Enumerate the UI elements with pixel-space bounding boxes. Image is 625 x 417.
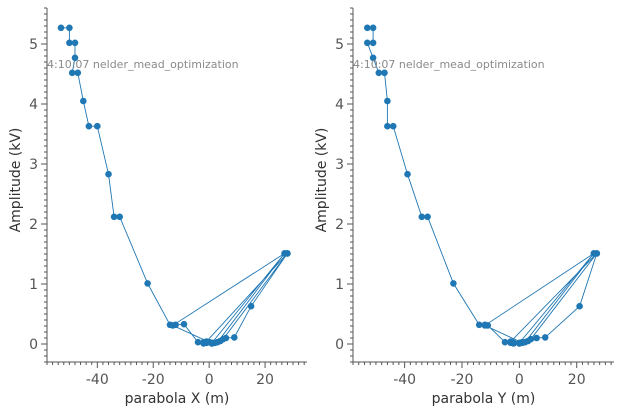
left-data-point (281, 250, 288, 257)
right-data-point (424, 213, 431, 221)
left-y-tick-label: 2 (29, 217, 38, 233)
left-data-point (247, 302, 255, 310)
left-data-point (205, 338, 213, 346)
right-data-point (384, 122, 391, 130)
right-x-tick-label: 20 (568, 372, 586, 388)
right-data-point (533, 334, 540, 342)
right-y-tick-label: 2 (335, 217, 344, 233)
left-x-tick-label: 0 (205, 372, 214, 388)
right-data-point (510, 339, 517, 347)
right-data-point (481, 322, 489, 329)
left-data-point (68, 69, 76, 77)
left-x-tick-label: 20 (256, 372, 274, 388)
left-x-tick-label: -40 (86, 372, 109, 388)
right-x-tick-label: -20 (451, 372, 474, 388)
left-data-point (110, 213, 118, 221)
left-data-point (116, 213, 123, 221)
right-data-point (590, 250, 598, 257)
right-x-tick-label: -40 (393, 372, 416, 388)
right-data-point (369, 39, 377, 47)
right-y-tick-label: 1 (335, 277, 344, 293)
right-annotation: 4:10:07 nelder_mead_optimization (353, 58, 545, 71)
left-data-point (105, 170, 112, 178)
right-x-tick-label: 0 (515, 372, 524, 388)
right-y-tick-label: 5 (335, 37, 344, 53)
right-y-tick-label: 0 (335, 337, 344, 353)
right-data-point (501, 338, 509, 346)
left-data-point (85, 122, 93, 130)
left-data-point (231, 334, 238, 341)
right-data-point (389, 122, 397, 130)
left-y-tick-label: 5 (29, 37, 38, 53)
right-data-point (518, 339, 526, 347)
right-data-point (418, 213, 426, 221)
left-y-axis-label: Amplitude (kV) (8, 128, 24, 233)
left-data-point (66, 24, 73, 32)
left-data-point (66, 39, 73, 47)
left-series-line (61, 27, 289, 344)
left-data-point (180, 320, 188, 328)
right-data-point (450, 280, 457, 287)
left-y-tick-label: 4 (29, 97, 38, 113)
left-x-axis-label: parabola X (m) (125, 391, 230, 407)
right-data-point (369, 24, 377, 32)
right-series-line (366, 27, 598, 344)
right-x-axis-label: parabola Y (m) (432, 391, 536, 407)
right-data-point (381, 69, 388, 77)
right-y-tick-label: 3 (335, 157, 344, 173)
left-data-point (71, 39, 79, 47)
right-y-axis-label: Amplitude (kV) (314, 128, 330, 233)
right-data-point (364, 24, 371, 32)
right-data-point (576, 302, 583, 310)
right-data-point (475, 321, 483, 329)
left-data-point (57, 24, 65, 32)
left-data-point (80, 97, 87, 105)
right-data-point (527, 335, 535, 343)
right-data-point (384, 97, 391, 105)
left-y-tick-label: 1 (29, 277, 38, 293)
left-x-tick-label: -20 (142, 372, 165, 388)
left-data-point (94, 122, 101, 130)
left-annotation: 4:10:07 nelder_mead_optimization (47, 58, 239, 71)
left-data-point (219, 335, 227, 343)
right-data-point (364, 39, 371, 47)
right-data-point (404, 170, 411, 178)
left-data-point (144, 280, 151, 287)
left-subplot: -40 -20 0 20 0 1 2 3 4 5 parabola X (m) Amplitude (… (8, 7, 307, 407)
left-y-tick-label: 3 (29, 157, 38, 173)
right-data-point (369, 54, 377, 62)
right-y-tick-label: 4 (335, 97, 344, 113)
left-y-tick-label: 0 (29, 337, 38, 353)
left-data-point (194, 338, 202, 346)
right-data-point (375, 69, 383, 77)
left-data-point (71, 54, 79, 62)
right-subplot: -40 -20 0 20 0 1 2 3 4 5 parabola Y (m) Amplitude (… (314, 7, 614, 407)
left-data-point (169, 322, 177, 329)
right-data-point (541, 334, 549, 341)
left-data-point (74, 69, 82, 77)
